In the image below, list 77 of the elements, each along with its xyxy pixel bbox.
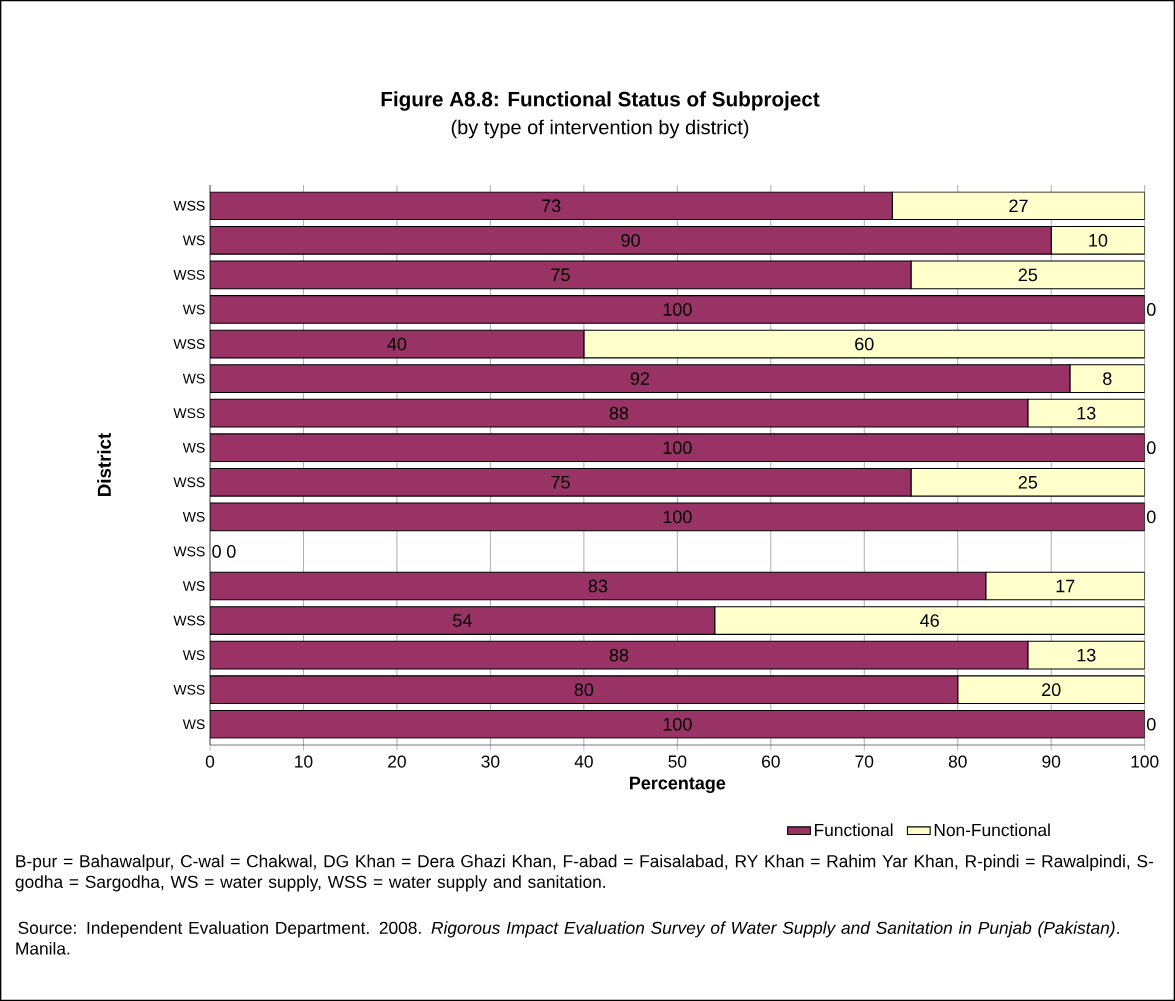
bar [985,571,1145,601]
data-label: 0 [1146,303,1156,316]
data-label: 92 [630,372,650,385]
y-tick-label: WSS [173,546,205,557]
data-label: 0 [1146,441,1156,455]
x-tick-label: 30 [481,755,500,768]
y-tick-label: WSS [173,477,205,488]
data-label: 10 [1089,233,1108,247]
data-label: 80 [574,683,594,697]
x-tick-label: 60 [762,755,780,768]
data-label: 88 [609,406,629,420]
data-label: 0 [212,545,221,558]
x-tick-label: 70 [855,755,874,768]
data-label: 40 [387,337,407,351]
data-label: 27 [1009,199,1028,213]
y-tick-label: WS [182,581,205,591]
y-tick-label: WSS [173,684,205,695]
data-label: 100 [663,510,692,524]
y-tick-label: WS [182,304,205,315]
bar [1069,364,1145,393]
data-label: 13 [1077,648,1096,662]
x-axis-title: Percentage [630,776,726,794]
bar [1027,640,1145,670]
bar [583,329,1145,359]
chart-title: Figure A8.8: Functional Status of Subproject [381,91,820,111]
bar [1027,398,1145,428]
y-tick-label: WS [182,719,205,730]
y-tick-label: WSS [173,408,205,419]
data-label: 73 [542,199,561,213]
text: B-pur = Bahawalpur, C-wal = Chakwal, DG Khan = Dera Ghazi Khan, F-abad = Faisalabad, RY Khan = Rahim Yar Khan, R-pindi = Rawalpindi, S-godha = Sargodha, WS = water supply, WSS = water supply and sanitation. [15,854,1154,892]
y-tick-label: WS [182,373,205,384]
x-tick-label: 100 [1131,755,1159,768]
y-tick-label: WSS [173,615,205,626]
data-label: 20 [1042,683,1061,697]
x-tick-label: 50 [668,755,687,768]
data-label: 90 [621,233,640,247]
y-tick-label: WSS [173,200,205,211]
data-label: 75 [551,476,570,489]
y-tick-label: WS [182,511,205,522]
data-label: 25 [1018,475,1038,489]
data-label: 88 [609,648,629,662]
data-label: 25 [1018,268,1038,282]
chart-subtitle: (by type of intervention by district) [451,119,749,139]
bar [910,467,1145,497]
x-tick-label: 0 [205,755,215,768]
text: Source: Independent Evaluation Department. 2008. Rigorous Impact Evaluation Survey of Water Supply and Sanitation in Punjab (Pakistan). Manila. [16,921,1119,955]
data-label: 17 [1056,579,1075,593]
y-tick-label: WSS [173,339,205,349]
bar [714,606,1145,635]
x-tick-label: 90 [1042,755,1061,768]
data-label: 100 [663,303,692,316]
y-axis-title: District [97,433,111,496]
data-label: 100 [663,441,692,455]
data-label: 83 [588,579,608,593]
data-label: 0 [1146,510,1156,524]
data-label: 0 [1146,717,1156,731]
data-label: 75 [551,268,570,282]
bar [910,260,1145,290]
data-label: 60 [855,337,874,351]
x-tick-label: 80 [948,755,967,768]
y-tick-label: WSS [173,269,205,280]
data-label: 46 [920,614,939,627]
legend-label: Non-Functional [934,823,1050,837]
x-tick-label: 20 [388,755,406,768]
data-label: 8 [1103,372,1112,385]
bar [957,675,1145,705]
data-label: 100 [663,717,692,731]
x-tick-label: 10 [295,755,313,768]
data-label: 54 [453,614,472,627]
y-tick-label: WS [182,235,205,246]
y-tick-label: WS [182,650,205,661]
data-label: 0 [226,545,236,558]
bar [891,191,1145,221]
y-tick-label: WS [182,442,205,453]
x-tick-label: 40 [574,755,593,768]
data-label: 13 [1077,406,1096,420]
legend-label: Functional [815,823,893,837]
